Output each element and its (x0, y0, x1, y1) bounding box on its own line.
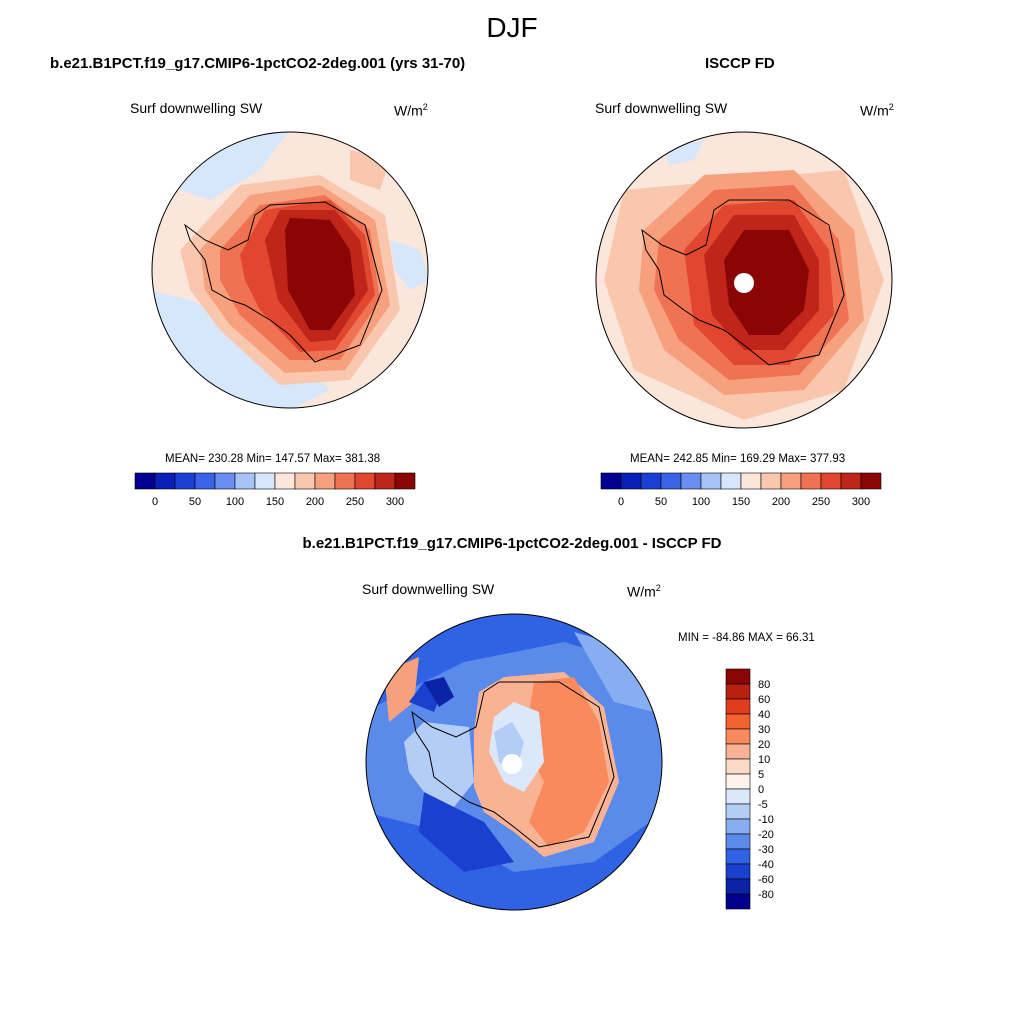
difference-colorbar-swatch (725, 758, 751, 775)
model-colorbar-tick-label: 300 (386, 496, 404, 508)
obs-units-label: W/m2 (860, 102, 894, 119)
model-polar-map (151, 131, 429, 409)
difference-colorbar: 80 60 40 30 20 10 5 0 -5 -10 -20 -30 -40 -60 -80 (725, 668, 774, 910)
model-colorbar-tick-label: 100 (226, 496, 244, 508)
difference-colorbar-swatch (725, 833, 751, 850)
difference-colorbar-swatch (725, 818, 751, 835)
obs-stats: MEAN= 242.85 Min= 169.29 Max= 377.93 (630, 453, 846, 465)
model-colorbar-swatch (334, 472, 356, 490)
difference-colorbar-tick-label: 80 (758, 679, 770, 691)
model-panel-title: b.e21.B1PCT.f19_g17.CMIP6-1pctCO2-2deg.0… (50, 55, 466, 72)
obs-colorbar-tick-label: 150 (732, 496, 750, 508)
difference-colorbar-swatch (725, 803, 751, 820)
difference-colorbar-swatch (725, 788, 751, 805)
difference-panel-title: b.e21.B1PCT.f19_g17.CMIP6-1pctCO2-2deg.0… (302, 535, 722, 552)
obs-colorbar-swatch (680, 472, 702, 490)
difference-colorbar-tick-label: 10 (758, 754, 770, 766)
model-colorbar-tick-label: 0 (152, 496, 158, 508)
obs-colorbar-swatch (760, 472, 782, 490)
difference-colorbar-swatch (725, 863, 751, 880)
model-colorbar-swatch (214, 472, 236, 490)
model-colorbar: 050100150200250300350 (134, 472, 426, 508)
model-colorbar-swatch (314, 472, 336, 490)
obs-colorbar-tick-label: 300 (852, 496, 870, 508)
difference-colorbar-tick-label: -40 (758, 859, 774, 871)
difference-colorbar-tick-label: 5 (758, 769, 764, 781)
obs-colorbar-swatch (840, 472, 862, 490)
model-colorbar-swatch (174, 472, 196, 490)
obs-colorbar-swatch (740, 472, 762, 490)
model-variable-label: Surf downwelling SW (130, 100, 263, 116)
model-colorbar-swatch (394, 472, 416, 490)
difference-colorbar-tick-label: 30 (758, 724, 770, 736)
obs-colorbar-tick-label: 0 (618, 496, 624, 508)
difference-stats: MIN = -84.86 MAX = 66.31 (678, 632, 815, 644)
difference-colorbar-tick-label: 0 (758, 784, 764, 796)
model-colorbar-swatch (194, 472, 216, 490)
model-colorbar-tick-label: 250 (346, 496, 364, 508)
obs-colorbar-swatch (600, 472, 622, 490)
obs-colorbar-tick-label: 100 (692, 496, 710, 508)
model-colorbar-swatch (134, 472, 156, 490)
difference-colorbar-tick-label: 40 (758, 709, 770, 721)
obs-colorbar-swatch (860, 472, 882, 490)
difference-colorbar-swatch (725, 713, 751, 730)
obs-colorbar-swatch (660, 472, 682, 490)
difference-polar-map (365, 613, 663, 911)
difference-colorbar-tick-label: -60 (758, 874, 774, 886)
model-colorbar-swatch (374, 472, 396, 490)
obs-colorbar-swatch (700, 472, 722, 490)
difference-colorbar-tick-label: -30 (758, 844, 774, 856)
difference-colorbar-swatch (725, 773, 751, 790)
model-colorbar-tick-label: 50 (189, 496, 201, 508)
difference-colorbar-tick-label: 20 (758, 739, 770, 751)
difference-colorbar-tick-label: -5 (758, 799, 768, 811)
obs-colorbar-swatch (820, 472, 842, 490)
model-colorbar-swatch (154, 472, 176, 490)
difference-colorbar-tick-label: -20 (758, 829, 774, 841)
difference-colorbar-swatch (725, 893, 751, 910)
model-colorbar-swatch (294, 472, 316, 490)
model-colorbar-swatch (274, 472, 296, 490)
difference-colorbar-tick-label: -10 (758, 814, 774, 826)
difference-colorbar-swatch (725, 698, 751, 715)
model-colorbar-swatch (354, 472, 376, 490)
obs-variable-label: Surf downwelling SW (595, 100, 728, 116)
model-colorbar-tick-label: 200 (306, 496, 324, 508)
obs-colorbar-tick-label: 200 (772, 496, 790, 508)
difference-colorbar-swatch (725, 743, 751, 760)
obs-polar-map (595, 131, 893, 429)
obs-colorbar-swatch (620, 472, 642, 490)
model-colorbar-tick-label: 150 (266, 496, 284, 508)
difference-colorbar-swatch (725, 728, 751, 745)
model-units-label: W/m2 (394, 102, 428, 119)
difference-colorbar-swatch (725, 878, 751, 895)
obs-colorbar-swatch (720, 472, 742, 490)
obs-colorbar-swatch (780, 472, 802, 490)
difference-variable-label: Surf downwelling SW (362, 581, 495, 597)
difference-colorbar-tick-label: -80 (758, 889, 774, 901)
obs-colorbar: 050100150200250300350 (600, 472, 892, 508)
difference-colorbar-swatch (725, 848, 751, 865)
difference-colorbar-tick-label: 60 (758, 694, 770, 706)
obs-colorbar-tick-label: 50 (655, 496, 667, 508)
obs-colorbar-swatch (800, 472, 822, 490)
obs-colorbar-tick-label: 250 (812, 496, 830, 508)
obs-panel-title: ISCCP FD (705, 55, 775, 72)
difference-colorbar-swatch (725, 683, 751, 700)
model-colorbar-swatch (234, 472, 256, 490)
difference-units-label: W/m2 (627, 583, 661, 600)
model-colorbar-swatch (254, 472, 276, 490)
obs-colorbar-swatch (640, 472, 662, 490)
model-stats: MEAN= 230.28 Min= 147.57 Max= 381.38 (165, 453, 381, 465)
difference-colorbar-swatch (725, 668, 751, 685)
page-title: DJF (486, 12, 538, 43)
